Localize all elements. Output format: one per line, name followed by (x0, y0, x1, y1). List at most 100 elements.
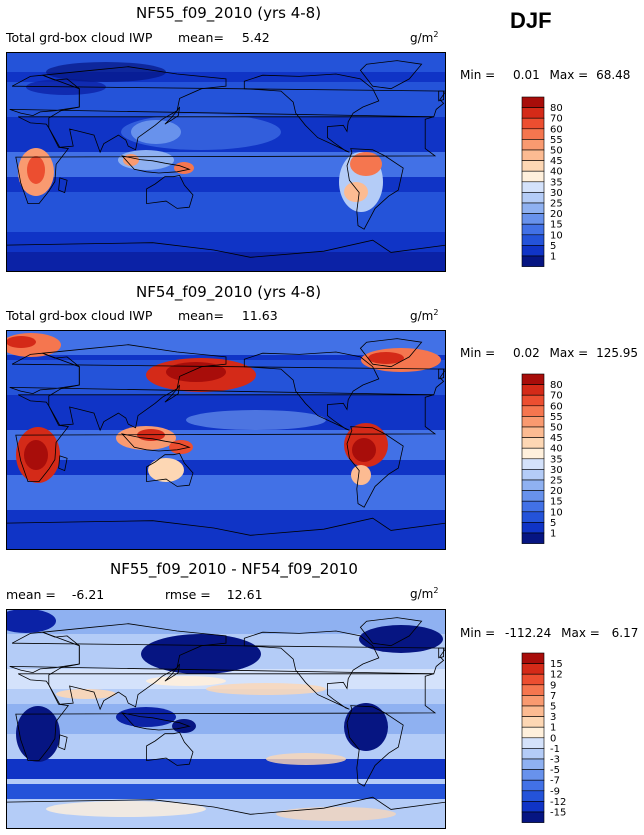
panel2-min-value: 0.02 (513, 346, 540, 360)
colorbar-swatch (521, 416, 545, 428)
colorbar-tick-label: 7 (550, 691, 556, 702)
field-blob (141, 634, 261, 674)
colorbar-swatch (521, 469, 545, 481)
map-frame (6, 330, 446, 550)
colorbar-tick-label: 35 (550, 177, 563, 188)
panel3-max-label: Max = (561, 626, 600, 640)
colorbar-swatch (521, 737, 545, 749)
colorbar-swatch (521, 684, 545, 696)
colorbar-tick-label: 20 (550, 209, 563, 220)
map-frame (6, 52, 446, 272)
colorbar-tick-label: 45 (550, 156, 563, 167)
colorbar-swatch (521, 790, 545, 802)
coastline-australia (146, 731, 194, 766)
panel3-minmax: Min = -112.24 Max = 6.17 (460, 626, 638, 640)
colorbar-tick-label: 30 (550, 465, 563, 476)
colorbar-swatch (521, 479, 545, 491)
panel2-mean: mean= 11.63 (178, 308, 278, 323)
field-blob (359, 625, 443, 653)
colorbar-tick-label: 70 (550, 114, 563, 125)
coastline-samerica (346, 705, 404, 787)
field-blob (46, 801, 206, 817)
coastline-madagascar (58, 734, 68, 751)
colorbar-swatch (521, 801, 545, 813)
colorbar-tick-label: 80 (550, 380, 563, 391)
coastline-namerica (243, 630, 380, 710)
panel1-units-exp: 2 (433, 30, 439, 39)
field-blob (206, 683, 326, 695)
panel1-min-label: Min = (460, 68, 496, 82)
field-band (6, 252, 446, 272)
field-band (6, 475, 446, 510)
coastline-namerica (243, 73, 380, 153)
colorbar-tick-label: 20 (550, 486, 563, 497)
coastline-japan (164, 106, 180, 125)
colorbar-tick-label: -3 (550, 755, 560, 766)
coastline-samerica (346, 148, 404, 230)
coastline-indonesia (120, 712, 191, 731)
coastline-africa (15, 394, 437, 482)
panel2-map (6, 330, 446, 550)
field-blob (166, 362, 226, 382)
colorbar-tick-label: 70 (550, 391, 563, 402)
colorbar-tick-label: 5 (550, 702, 556, 713)
coastline-antarctica (6, 239, 446, 272)
panel1-minmax: Min = 0.01 Max = 68.48 (460, 68, 630, 82)
colorbar-tick-label: 35 (550, 454, 563, 465)
colorbar-swatch (521, 437, 545, 449)
colorbar-swatch (521, 511, 545, 523)
colorbar-tick-label: 9 (550, 680, 556, 691)
panel1-mean: mean= 5.42 (178, 30, 270, 45)
colorbar-tick-label: 3 (550, 712, 556, 723)
panel2-units-text: g/m (410, 309, 434, 323)
field-blob (276, 807, 396, 821)
colorbar-swatch (521, 811, 545, 823)
field-blob (344, 703, 388, 751)
panel2-min-label: Min = (460, 346, 496, 360)
colorbar-swatch (521, 758, 545, 770)
panel3-units-text: g/m (410, 587, 434, 601)
coastline-australia (146, 174, 194, 209)
coastline-madagascar (58, 177, 68, 194)
coastline-samerica (346, 426, 404, 508)
field-band (6, 759, 446, 779)
field-blob (6, 336, 36, 348)
coastline-uk (438, 90, 444, 102)
colorbar-tick-label: 10 (550, 507, 563, 518)
panel1-min-value: 0.01 (513, 68, 540, 82)
colorbar-swatch (521, 213, 545, 225)
colorbar-tick-label: 50 (550, 423, 563, 434)
panel3-map (6, 609, 446, 829)
field-blob (56, 689, 116, 699)
coastline-indonesia (120, 433, 191, 452)
field-blob (368, 352, 404, 364)
panel1-units: g/m2 (410, 30, 438, 45)
field-band (6, 784, 446, 799)
colorbar-swatch (521, 405, 545, 417)
colorbar-swatch (521, 384, 545, 396)
panel3-title: NF55_f09_2010 - NF54_f09_2010 (110, 560, 358, 578)
coastline-namerica (243, 351, 380, 431)
coastline-asia (42, 344, 227, 432)
colorbar-tick-label: 40 (550, 167, 563, 178)
coastline-greenland (359, 60, 423, 90)
colorbar-swatch (521, 426, 545, 438)
colorbar-tick-label: 12 (550, 670, 563, 681)
field-blob (172, 719, 196, 733)
panel2-units-exp: 2 (433, 308, 439, 317)
panel2-units: g/m2 (410, 308, 438, 323)
colorbar-swatch (521, 223, 545, 236)
colorbar-tick-label: 60 (550, 401, 563, 412)
colorbar-tick-label: -1 (550, 744, 560, 755)
colorbar-swatch (521, 245, 545, 257)
colorbar-swatch (521, 107, 545, 119)
panel1-max-value: 68.48 (596, 68, 631, 82)
coastline-africa (15, 673, 437, 761)
colorbar-swatch (521, 202, 545, 214)
colorbar-tick-label: 55 (550, 412, 563, 423)
colorbar-swatch (521, 663, 545, 675)
colorbar-tick-label: 25 (550, 199, 563, 210)
colorbar-swatch (521, 192, 545, 204)
season-label: DJF (510, 8, 552, 33)
